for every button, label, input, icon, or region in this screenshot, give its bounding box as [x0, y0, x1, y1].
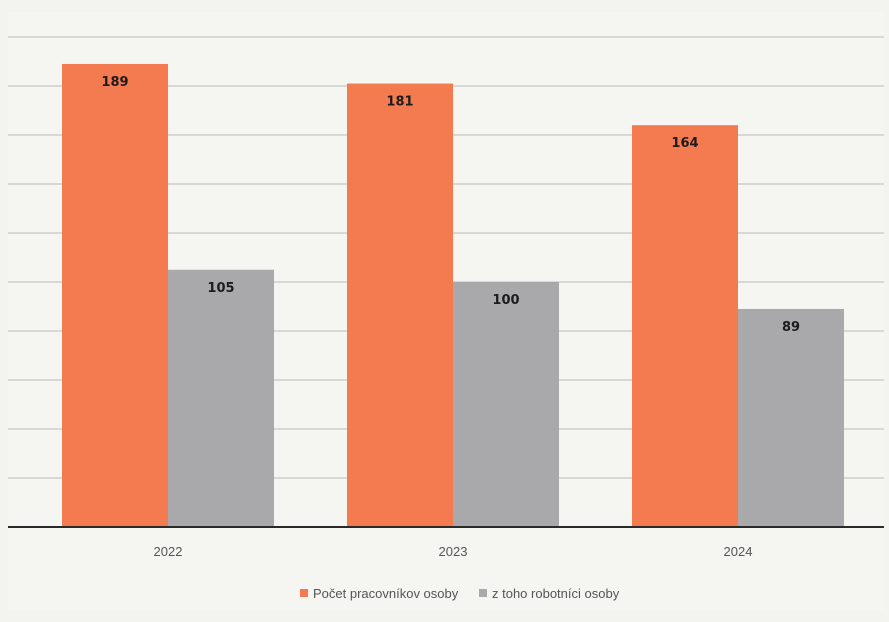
- legend: Počet pracovníkov osoby z toho robotníci …: [300, 586, 620, 601]
- bar-2024-series-1: [632, 125, 738, 527]
- legend-swatch: [479, 589, 487, 597]
- x-tick-labels: 2022 2023 2024: [154, 544, 753, 559]
- data-label: 100: [492, 293, 519, 308]
- legend-swatch: [300, 589, 308, 597]
- x-tick-label: 2023: [439, 544, 468, 559]
- data-label: 164: [671, 136, 698, 151]
- x-tick-label: 2022: [154, 544, 183, 559]
- data-label: 89: [782, 320, 800, 335]
- data-label: 105: [207, 281, 234, 296]
- bars: [62, 63, 844, 528]
- bar-2024-series-2: [738, 308, 844, 527]
- bar-2022-series-2: [168, 269, 274, 527]
- bar-2023-series-1: [347, 83, 453, 528]
- bar-2023-series-2: [453, 282, 559, 527]
- data-label: 189: [101, 75, 128, 90]
- data-label: 181: [386, 95, 413, 110]
- legend-label: Počet pracovníkov osoby: [313, 586, 459, 601]
- value-labels: 189 105 181 100 164 89: [101, 75, 800, 335]
- bar-2022-series-1: [62, 63, 168, 527]
- legend-label: z toho robotníci osoby: [492, 586, 620, 601]
- x-tick-label: 2024: [724, 544, 753, 559]
